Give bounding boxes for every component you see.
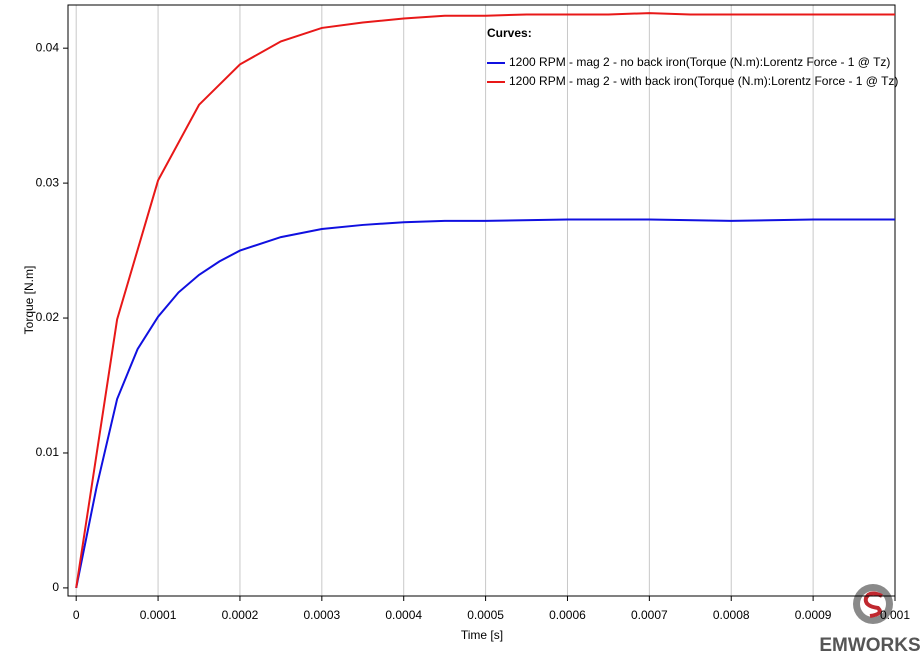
watermark: EMWORKS — [819, 635, 920, 656]
x-tick-label: 0.0003 — [303, 608, 340, 622]
y-tick-label: 0.01 — [36, 445, 60, 459]
x-tick-label: 0.0008 — [713, 608, 750, 622]
x-tick-label: 0.001 — [880, 608, 910, 622]
y-tick-label: 0.02 — [36, 310, 60, 324]
series-line — [75, 12, 895, 589]
x-tick-label: 0.0004 — [385, 608, 422, 622]
x-tick-label: 0.0009 — [795, 608, 832, 622]
y-tick-label: 0 — [52, 580, 59, 594]
y-axis-label: Torque [N.m] — [22, 266, 36, 335]
x-axis-label: Time [s] — [461, 628, 503, 642]
plot-frame — [67, 4, 896, 597]
legend-title: Curves: — [487, 26, 532, 40]
x-tick-label: 0 — [73, 608, 80, 622]
x-tick-label: 0.0001 — [140, 608, 177, 622]
logo — [853, 584, 893, 624]
x-tick-label: 0.0006 — [549, 608, 586, 622]
x-tick-label: 0.0007 — [631, 608, 668, 622]
y-tick-label: 0.03 — [36, 175, 60, 189]
x-tick-label: 0.0002 — [222, 608, 259, 622]
logo-s — [863, 591, 883, 618]
legend-label: 1200 RPM - mag 2 - no back iron(Torque (… — [509, 55, 890, 69]
legend-label: 1200 RPM - mag 2 - with back iron(Torque… — [509, 74, 898, 88]
series-line — [75, 218, 895, 589]
y-tick-label: 0.04 — [36, 40, 60, 54]
x-tick-label: 0.0005 — [467, 608, 504, 622]
